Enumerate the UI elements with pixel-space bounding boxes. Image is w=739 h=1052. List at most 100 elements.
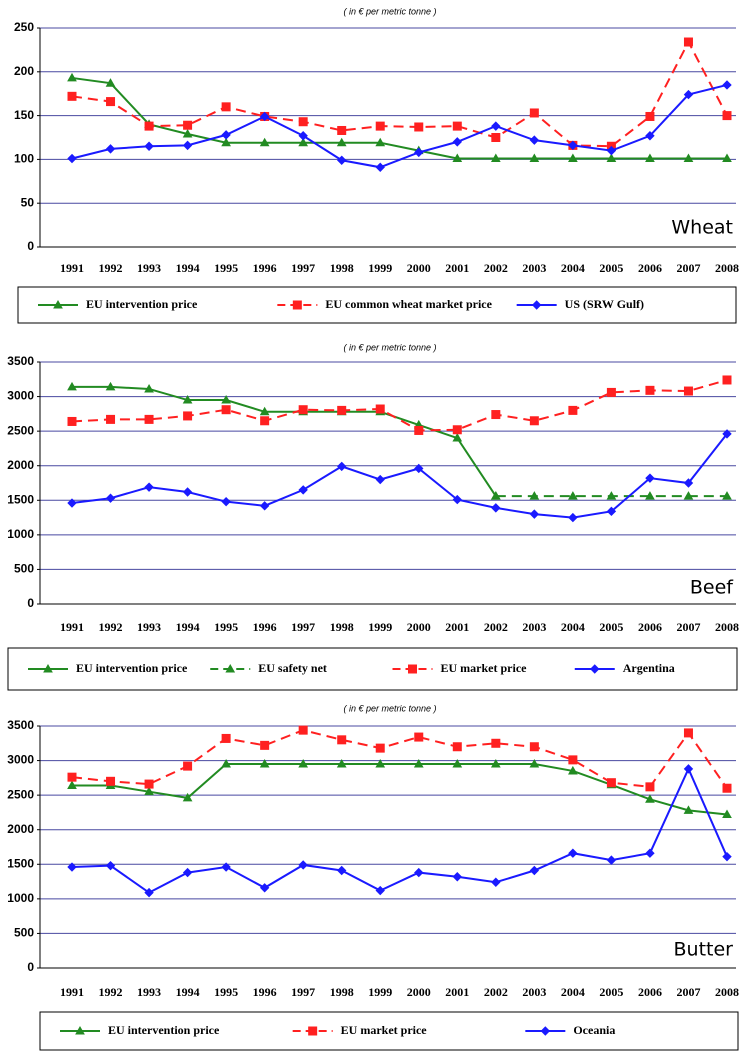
data-point: [722, 153, 732, 163]
y-tick-label: 2000: [7, 458, 34, 472]
data-point: [529, 416, 539, 426]
data-point: [606, 153, 617, 163]
x-tick-label: 2002: [484, 261, 508, 275]
series-line: [71, 379, 728, 432]
y-tick-label: 3500: [7, 354, 34, 368]
data-point: [529, 759, 540, 768]
data-point: [375, 759, 386, 768]
data-point: [452, 137, 463, 147]
data-point: [413, 759, 424, 768]
x-tick-label: 1991: [60, 261, 84, 275]
data-point: [221, 395, 231, 404]
data-point: [683, 728, 693, 738]
data-point: [529, 153, 540, 163]
x-tick-label: 1994: [176, 620, 200, 634]
data-point: [452, 425, 462, 435]
data-point: [183, 411, 193, 421]
data-point: [259, 759, 270, 768]
data-point: [452, 872, 463, 882]
legend-label: EU market price: [341, 1023, 428, 1037]
data-point: [105, 78, 116, 87]
legend-marker: [531, 300, 542, 310]
data-point: [645, 782, 655, 792]
panel-label: Wheat: [671, 217, 733, 239]
data-point: [645, 491, 655, 500]
x-tick-label: 1992: [99, 620, 123, 634]
x-tick-label: 1992: [99, 985, 123, 999]
data-point: [490, 153, 501, 163]
data-point: [645, 473, 655, 483]
data-point: [298, 485, 308, 495]
x-tick-label: 1997: [291, 620, 315, 634]
x-tick-label: 1999: [368, 985, 392, 999]
data-point: [337, 405, 347, 415]
y-tick-label: 3000: [7, 753, 34, 767]
panel-label: Butter: [674, 939, 734, 961]
series-line: [72, 385, 497, 497]
x-tick-label: 2001: [445, 620, 469, 634]
data-point: [259, 883, 270, 893]
data-point: [491, 503, 501, 513]
legend-label: US (SRW Gulf): [565, 297, 644, 311]
data-point: [491, 133, 501, 142]
data-point: [259, 406, 270, 416]
legend-label: EU intervention price: [108, 1023, 220, 1037]
x-tick-label: 2006: [638, 620, 662, 634]
x-tick-label: 2008: [715, 985, 739, 999]
x-tick-label: 2001: [445, 985, 469, 999]
data-point: [568, 755, 578, 765]
x-tick-label: 2005: [599, 985, 623, 999]
x-tick-label: 1991: [60, 620, 84, 634]
legend-box: [7, 647, 738, 691]
x-tick-label: 2005: [599, 261, 623, 275]
data-point: [375, 885, 385, 896]
data-point: [260, 416, 270, 426]
data-point: [298, 117, 308, 127]
x-tick-label: 2008: [715, 261, 739, 275]
legend-label: EU safety net: [258, 661, 327, 675]
data-point: [221, 102, 231, 112]
x-tick-label: 2008: [715, 620, 739, 634]
data-point: [490, 491, 501, 500]
data-point: [683, 386, 693, 396]
data-point: [606, 778, 616, 788]
legend-marker: [540, 1026, 551, 1036]
data-point: [529, 742, 539, 752]
x-tick-label: 1996: [253, 261, 277, 275]
data-point: [336, 865, 347, 876]
y-tick-label: 150: [14, 108, 34, 122]
legend-box: [39, 1011, 739, 1051]
data-point: [67, 862, 77, 872]
data-point: [645, 794, 655, 803]
data-point: [183, 761, 193, 771]
legend-label: EU intervention price: [86, 297, 198, 311]
data-point: [106, 414, 116, 424]
y-tick-label: 500: [14, 562, 34, 576]
data-point: [298, 405, 308, 415]
data-point: [645, 131, 655, 141]
series-line: [71, 766, 728, 894]
legend-label: Oceania: [573, 1023, 615, 1037]
x-tick-label: 2007: [676, 620, 700, 634]
data-point: [298, 131, 308, 141]
legend-label: EU intervention price: [76, 661, 188, 675]
y-tick-label: 3500: [7, 718, 34, 732]
x-tick-label: 2007: [676, 261, 700, 275]
x-tick-label: 1993: [137, 985, 161, 999]
legend-marker: [225, 663, 236, 673]
data-point: [221, 759, 231, 768]
data-point: [182, 128, 193, 138]
x-tick-label: 2004: [561, 985, 585, 999]
x-tick-label: 2003: [522, 261, 546, 275]
data-point: [683, 37, 693, 47]
data-point: [144, 383, 154, 393]
y-tick-label: 2500: [7, 787, 34, 801]
data-point: [183, 120, 193, 130]
data-point: [67, 153, 77, 164]
x-tick-label: 1991: [60, 985, 84, 999]
data-point: [414, 122, 424, 132]
legend-marker: [590, 664, 600, 674]
legend-marker: [53, 299, 63, 309]
data-point: [298, 725, 308, 735]
data-point: [645, 385, 655, 395]
